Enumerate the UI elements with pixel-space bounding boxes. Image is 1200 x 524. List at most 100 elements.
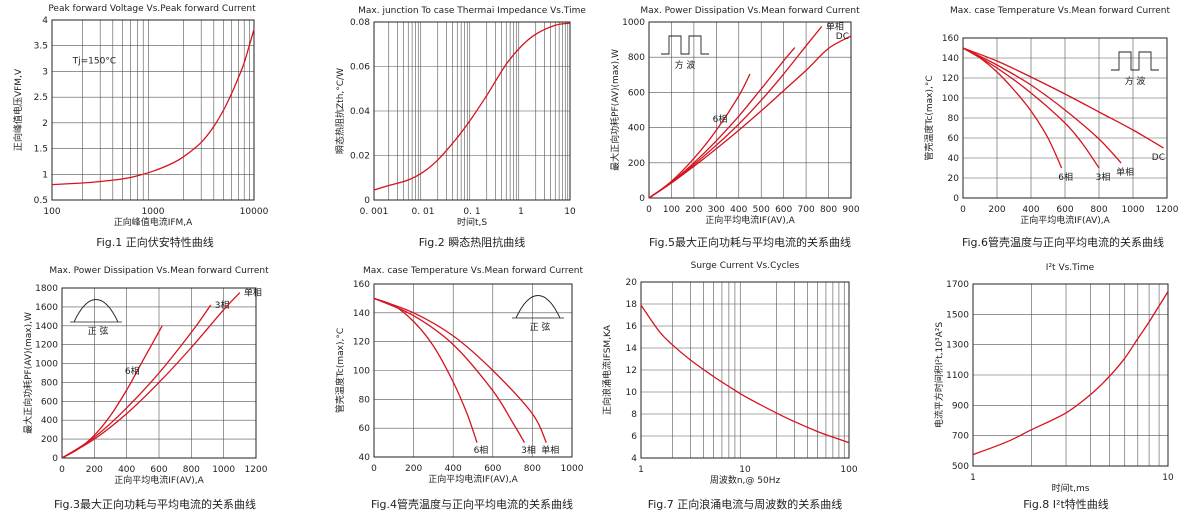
y-tick-label: 8 [631, 410, 637, 420]
x-tick-label: 100 [663, 205, 680, 215]
plot-frame [61, 287, 257, 459]
fig5-power-dissipation-square-chart: 0 100 200 300 400 500 600 700 800 900 0 200 400 600 80… [609, 6, 860, 249]
y-tick-label: 1000 [622, 18, 645, 28]
x-tick-label: 500 [753, 205, 770, 215]
x-tick-label: 10 [1162, 473, 1174, 483]
x-tick-label: 600 [775, 205, 792, 215]
series-label: 6相 [474, 444, 489, 456]
x-tick-label: 1000 [212, 465, 235, 475]
y-tick-label: 14 [626, 344, 638, 354]
series-label: 单相 [541, 444, 559, 456]
y-tick-label: 1.5 [34, 145, 48, 155]
x-tick-label: 1000 [142, 207, 165, 217]
x-tick-label: 1 [518, 207, 524, 217]
series-line [962, 47, 1164, 149]
x-tick-label: 1 [638, 465, 644, 475]
grid-lines [52, 19, 254, 201]
y-axis-label: 最大正向功耗PF(AV)(max),W [609, 49, 621, 171]
x-tick-label: 800 [1090, 205, 1107, 215]
series-label: 3相 [1096, 171, 1111, 183]
y-tick-label: 1700 [946, 280, 969, 290]
y-tick-label: 700 [952, 432, 969, 442]
y-tick-label: 500 [952, 462, 969, 472]
series-line [51, 29, 255, 186]
y-tick-label: 600 [628, 88, 645, 98]
y-axis-label: 电流平方时间积I²t,10³A²S [933, 322, 945, 428]
y-tick-label: 10 [626, 388, 638, 398]
y-tick-label: 0.04 [350, 107, 370, 117]
plot-frame [373, 283, 573, 458]
fig7-surge-current-chart: 1 10 100 4 6 8 10 12 14 16 18 20 Surge Current Vs.Cy… [601, 261, 858, 511]
square-wave-inset: 方 波 [1111, 51, 1159, 87]
y-tick-label: 1600 [35, 303, 58, 313]
y-tick-label: 4 [42, 16, 48, 26]
y-tick-label: 12 [626, 366, 637, 376]
x-tick-label: 200 [685, 205, 702, 215]
x-tick-label: 200 [988, 205, 1005, 215]
y-tick-label: 160 [353, 280, 370, 290]
x-axis-label: 正向峰值电流IFM,A [114, 216, 193, 228]
series-line [373, 297, 526, 443]
y-axis-label: 管壳温度Tc(max),°C [334, 328, 346, 413]
series-line [61, 292, 241, 459]
series-label: DC [836, 32, 849, 42]
x-tick-label: 10 [739, 465, 751, 475]
sine-half-wave-inset: 正 弦 [70, 299, 122, 337]
x-axis-label: 周波数n,@ 50Hz [710, 474, 781, 486]
x-axis-label: 正向平均电流IF(AV),A [705, 214, 795, 226]
chart-title: Max. case Temperature Vs.Mean forward Cu… [363, 266, 583, 276]
sine-half-wave-inset: 正 弦 [512, 295, 564, 333]
y-tick-label: 400 [41, 416, 58, 426]
inset-label: 正 弦 [88, 325, 109, 337]
inset-label: 正 弦 [530, 321, 551, 333]
sine-wave-icon [515, 295, 561, 319]
x-tick-label: 10 [564, 207, 576, 217]
y-tick-label: 20 [626, 278, 638, 288]
plot-frame [972, 283, 1169, 467]
series-line [648, 25, 823, 199]
y-tick-label: 20 [948, 174, 960, 184]
chart-title: Max. Power Dissipation Vs.Mean forward C… [49, 266, 269, 276]
series-label: 单相 [826, 20, 844, 32]
x-tick-label: 800 [183, 465, 200, 475]
grid-lines [648, 21, 852, 199]
y-tick-label: 160 [942, 34, 959, 44]
inset-label: 方 波 [675, 59, 696, 71]
y-tick-label: 1 [42, 170, 48, 180]
y-tick-label: 200 [628, 159, 645, 169]
figure-caption: Fig.2 瞬态热阻抗曲线 [419, 235, 526, 249]
x-tick-label: 0. 01 [412, 207, 435, 217]
y-tick-label: 0.5 [34, 196, 48, 206]
y-tick-label: 120 [942, 74, 959, 84]
y-tick-label: 60 [948, 134, 960, 144]
x-tick-label: 200 [405, 464, 422, 474]
x-axis-label: 时间t,S [457, 216, 487, 228]
y-tick-label: 0.08 [350, 18, 370, 28]
y-axis-label: 最大正向功耗PF(AV)(max),W [22, 312, 34, 434]
series-label: 3相 [521, 444, 536, 456]
y-tick-label: 1200 [35, 341, 58, 351]
figure-caption: Fig.4管壳温度与正向平均电流的关系曲线 [371, 497, 573, 511]
y-tick-label: 600 [41, 397, 58, 407]
x-tick-label: 10000 [240, 207, 269, 217]
x-tick-label: 100 [43, 207, 60, 217]
x-tick-label: 900 [842, 205, 859, 215]
y-tick-label: 1300 [946, 341, 969, 351]
series-label: 6相 [1058, 171, 1073, 183]
x-axis-label: 时间t,ms [1052, 482, 1090, 494]
y-tick-label: 1100 [946, 371, 969, 381]
x-tick-label: 800 [820, 205, 837, 215]
x-tick-label: 1 [970, 473, 976, 483]
series-line [373, 297, 547, 443]
y-tick-label: 140 [353, 309, 370, 319]
x-axis-label: 正向平均电流IF(AV),A [1020, 214, 1110, 226]
chart-title: Max. junction To case Thermai Impedance … [358, 6, 586, 16]
x-tick-label: 400 [118, 465, 135, 475]
y-tick-label: 1000 [35, 360, 58, 370]
figure-caption: Fig.1 正向伏安特性曲线 [96, 235, 214, 249]
y-tick-label: 0.06 [350, 63, 370, 73]
x-tick-label: 1200 [245, 465, 268, 475]
y-tick-label: 0 [953, 194, 959, 204]
square-wave-inset: 方 波 [661, 35, 709, 71]
